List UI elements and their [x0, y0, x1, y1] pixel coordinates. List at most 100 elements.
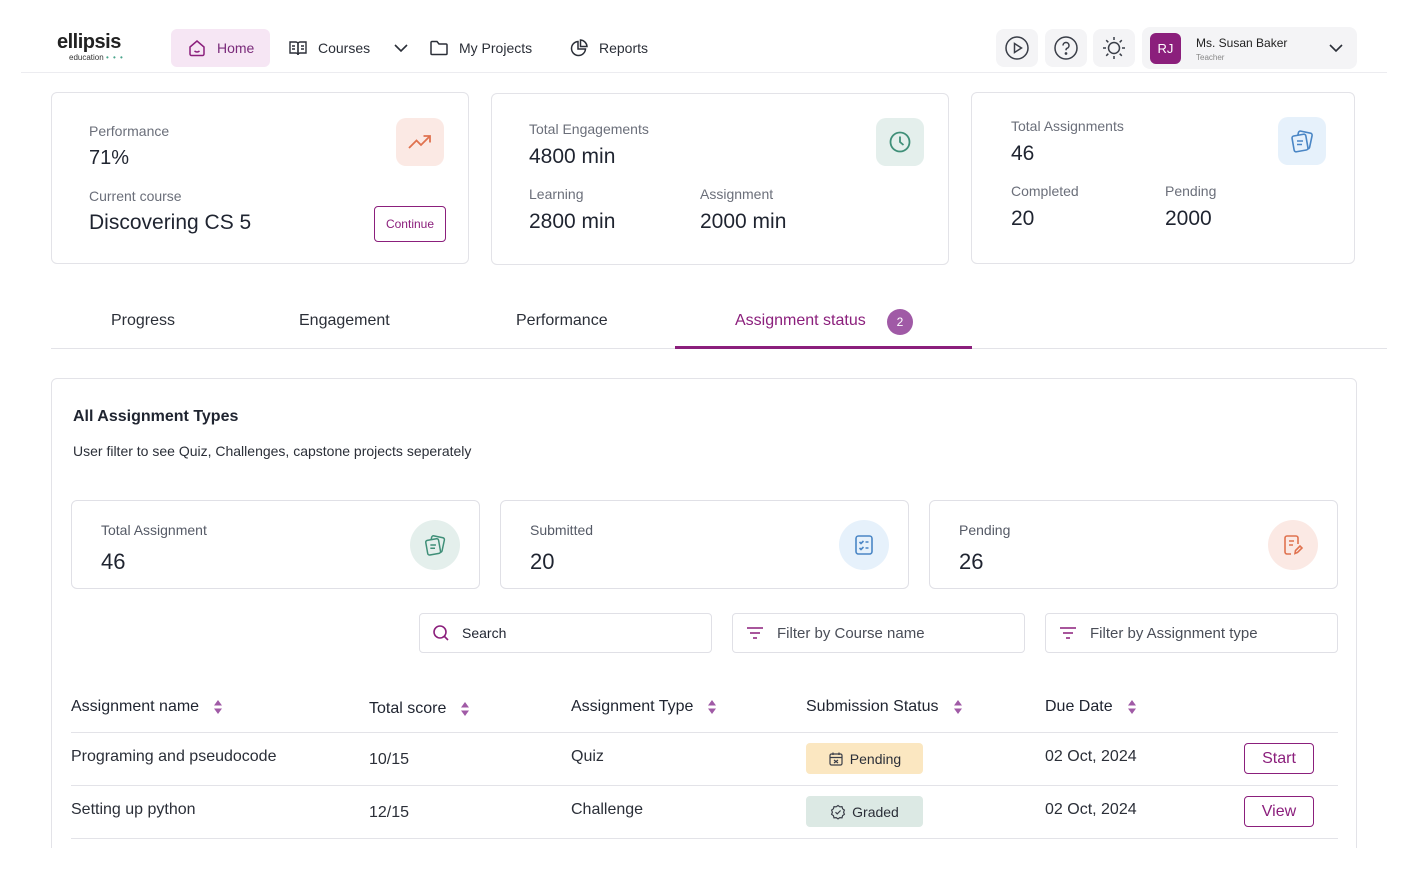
- sun-icon: [1103, 37, 1125, 59]
- row-1-type: Quiz: [571, 748, 604, 765]
- col-submission-status[interactable]: Submission Status: [806, 698, 963, 716]
- performance-value: 71%: [89, 147, 130, 169]
- tab-progress[interactable]: Progress: [111, 312, 176, 329]
- checklist-icon: [855, 535, 873, 555]
- summary-pending-value: 26: [959, 549, 984, 574]
- search-placeholder: Search: [462, 625, 507, 641]
- row-1-score: 10/15: [369, 751, 410, 768]
- engagements-label: Total Engagements: [529, 121, 649, 137]
- col-assignment-type-label: Assignment Type: [571, 698, 694, 715]
- sort-icon: [461, 702, 470, 716]
- learning-label: Learning: [529, 186, 584, 202]
- nav-reports[interactable]: Reports: [569, 29, 648, 67]
- page: ellipsis education • • • Home Courses My…: [21, 0, 1387, 848]
- col-total-score-label: Total score: [369, 700, 447, 717]
- user-name: Ms. Susan Baker: [1196, 36, 1288, 50]
- total-assignments-label: Total Assignments: [1011, 118, 1124, 134]
- nav-courses-label: Courses: [318, 40, 371, 56]
- panel-description: User filter to see Quiz, Challenges, cap…: [73, 443, 472, 459]
- summary-submitted-label: Submitted: [530, 522, 594, 538]
- nav-my-projects[interactable]: My Projects: [429, 29, 532, 67]
- summary-submitted-icon-tile: [839, 520, 889, 570]
- nav-home[interactable]: Home: [171, 29, 271, 67]
- summary-pending-icon-tile: [1268, 520, 1318, 570]
- active-tab-indicator: [675, 346, 972, 349]
- sort-icon: [214, 700, 223, 714]
- logo-dots: • • •: [105, 53, 124, 62]
- document-edit-icon: [1284, 535, 1304, 555]
- filter-course-label: Filter by Course name: [777, 624, 925, 642]
- status-badge: Graded: [806, 796, 923, 827]
- status-badge: Pending: [806, 743, 923, 774]
- tab-assignment-status[interactable]: Assignment status: [735, 312, 866, 329]
- row-2-score: 12/15: [369, 804, 410, 821]
- sort-icon: [953, 700, 962, 714]
- courses-dropdown-toggle[interactable]: [393, 29, 409, 67]
- filter-course-select[interactable]: Filter by Course name: [732, 613, 1025, 653]
- row-2-type: Challenge: [571, 801, 644, 818]
- tab-performance[interactable]: Performance: [516, 312, 608, 329]
- row-1-due-date: 02 Oct, 2024: [1045, 748, 1137, 765]
- view-button[interactable]: View: [1244, 796, 1314, 827]
- nav-home-label: Home: [217, 40, 255, 56]
- summary-total-value: 46: [101, 549, 126, 574]
- play-tutorial-button[interactable]: [996, 29, 1038, 67]
- row-2-due-date: 02 Oct, 2024: [1045, 801, 1137, 818]
- clock-tile: [876, 118, 924, 166]
- tab-count-badge: 2: [887, 309, 913, 335]
- notes-stack-icon: [1291, 130, 1313, 153]
- continue-button[interactable]: Continue: [374, 206, 446, 242]
- total-assignments-value: 46: [1011, 142, 1035, 165]
- help-button[interactable]: [1045, 29, 1087, 67]
- panel-title: All Assignment Types: [73, 408, 239, 425]
- col-due-date-label: Due Date: [1045, 698, 1113, 715]
- start-button[interactable]: Start: [1244, 743, 1314, 774]
- col-assignment-name-label: Assignment name: [71, 698, 200, 715]
- engagements-card: Total Engagements 4800 min Learning 2800…: [491, 93, 949, 265]
- status-badge-label: Graded: [852, 803, 899, 820]
- search-icon: [433, 625, 449, 641]
- filter-icon: [1060, 627, 1076, 639]
- summary-total-card: Total Assignment 46: [71, 500, 480, 589]
- verified-badge-icon: [831, 804, 846, 820]
- current-course-label: Current course: [89, 188, 182, 204]
- clock-icon: [889, 131, 911, 153]
- engagements-value: 4800 min: [529, 145, 616, 168]
- logo-text[interactable]: ellipsis: [57, 31, 121, 53]
- theme-toggle-button[interactable]: [1093, 29, 1135, 67]
- help-icon: [1054, 36, 1078, 60]
- tab-engagement[interactable]: Engagement: [299, 312, 390, 329]
- col-assignment-name[interactable]: Assignment name: [71, 698, 223, 716]
- pending-value: 2000: [1165, 207, 1212, 230]
- pending-label: Pending: [1165, 183, 1217, 199]
- row-divider: [71, 785, 1338, 786]
- pie-chart-icon: [570, 39, 588, 57]
- summary-total-label: Total Assignment: [101, 522, 207, 538]
- col-total-score[interactable]: Total score: [369, 700, 470, 718]
- col-due-date[interactable]: Due Date: [1045, 698, 1137, 716]
- top-navbar: ellipsis education • • • Home Courses My…: [21, 0, 1387, 73]
- calendar-icon: [829, 752, 843, 766]
- user-menu[interactable]: RJ Ms. Susan Baker Teacher: [1142, 27, 1357, 69]
- col-assignment-type[interactable]: Assignment Type: [571, 698, 717, 716]
- col-submission-status-label: Submission Status: [806, 698, 939, 715]
- chevron-down-icon: [1329, 44, 1343, 53]
- summary-pending-label: Pending: [959, 522, 1011, 538]
- performance-label: Performance: [89, 123, 170, 139]
- nav-courses[interactable]: Courses: [288, 29, 370, 67]
- performance-card: Performance 71% Current course Discoveri…: [51, 92, 469, 264]
- trending-up-tile: [396, 118, 444, 166]
- assignment-panel: All Assignment Types User filter to see …: [51, 378, 1357, 848]
- row-divider: [71, 838, 1338, 839]
- table-header-divider: [71, 732, 1338, 733]
- logo-subtitle: education • • •: [69, 53, 124, 62]
- book-open-icon: [289, 41, 307, 56]
- assignment-label: Assignment: [700, 186, 774, 202]
- completed-value: 20: [1011, 207, 1035, 230]
- status-badge-label: Pending: [849, 750, 902, 767]
- search-input[interactable]: Search: [419, 613, 712, 653]
- folder-icon: [430, 40, 448, 56]
- chevron-down-icon: [394, 44, 408, 53]
- filter-type-select[interactable]: Filter by Assignment type: [1045, 613, 1338, 653]
- filter-type-label: Filter by Assignment type: [1090, 624, 1258, 642]
